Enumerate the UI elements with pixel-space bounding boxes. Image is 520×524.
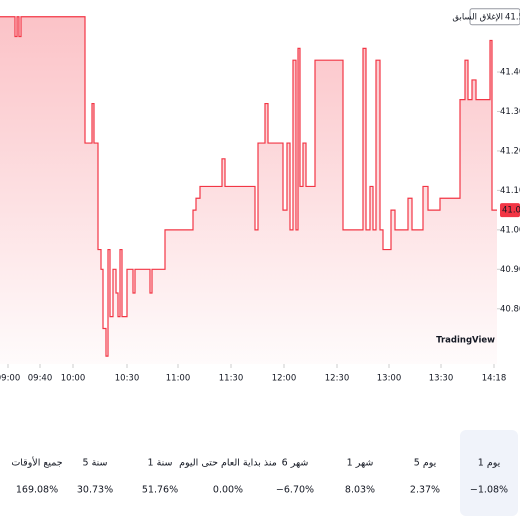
y-tick-label: 41.30 xyxy=(500,107,520,117)
x-tick-label: 11:00 xyxy=(166,374,191,384)
period-change[interactable]: −6.70% xyxy=(276,485,314,496)
x-tick-label: 09:00 xyxy=(0,374,20,384)
y-tick-label: 41.40 xyxy=(500,68,520,78)
x-tick-label: 10:00 xyxy=(61,374,86,384)
period-change[interactable]: −1.08% xyxy=(470,485,508,496)
period-change[interactable]: 51.76% xyxy=(142,485,178,496)
period-label[interactable]: 1 شهر xyxy=(347,458,374,469)
last-price-badge xyxy=(500,203,520,218)
period-label[interactable]: 1 يوم xyxy=(478,458,501,469)
period-change[interactable]: 169.08% xyxy=(16,485,58,496)
area xyxy=(0,16,497,365)
x-tick-label: 12:00 xyxy=(272,374,297,384)
x-tick-label: 10:30 xyxy=(115,374,140,384)
y-tick-label: 41.10 xyxy=(500,186,520,196)
period-label[interactable]: 5 سنة xyxy=(83,458,108,469)
x-tick-label: 11:30 xyxy=(219,374,244,384)
prev-close-badge xyxy=(469,8,520,26)
period-change[interactable]: 30.73% xyxy=(77,485,113,496)
period-label[interactable]: 1 سنة xyxy=(148,458,173,469)
x-tick-label: 13:00 xyxy=(377,374,402,384)
x-tick-label: 13:30 xyxy=(429,374,454,384)
period-change[interactable]: 0.00% xyxy=(213,485,243,496)
x-tick-label: 09:40 xyxy=(28,374,53,384)
x-tick-label: 14:18 xyxy=(482,374,507,384)
period-change[interactable]: 2.37% xyxy=(410,485,440,496)
selected-period[interactable] xyxy=(460,430,518,516)
period-label[interactable]: جميع الأوقات xyxy=(11,457,62,469)
y-tick-label: 41.20 xyxy=(500,146,520,156)
last-price: 41.05 xyxy=(502,206,520,216)
period-label[interactable]: 6 شهر xyxy=(282,458,309,469)
y-tick-label: 40.80 xyxy=(500,304,520,314)
watermark: TradingView xyxy=(436,336,495,346)
y-tick-label: 41.00 xyxy=(500,225,520,235)
period-change[interactable]: 8.03% xyxy=(345,485,375,496)
period-label[interactable]: منذ بداية العام حتى اليوم xyxy=(179,458,277,469)
price-line xyxy=(0,16,497,357)
y-tick-label: 40.90 xyxy=(500,265,520,275)
x-tick-label: 12:30 xyxy=(325,374,350,384)
period-label[interactable]: 5 يوم xyxy=(414,458,437,469)
prev-close-value: 41.54 xyxy=(505,12,520,22)
prev-close-label: الإغلاق السابق xyxy=(452,12,503,22)
